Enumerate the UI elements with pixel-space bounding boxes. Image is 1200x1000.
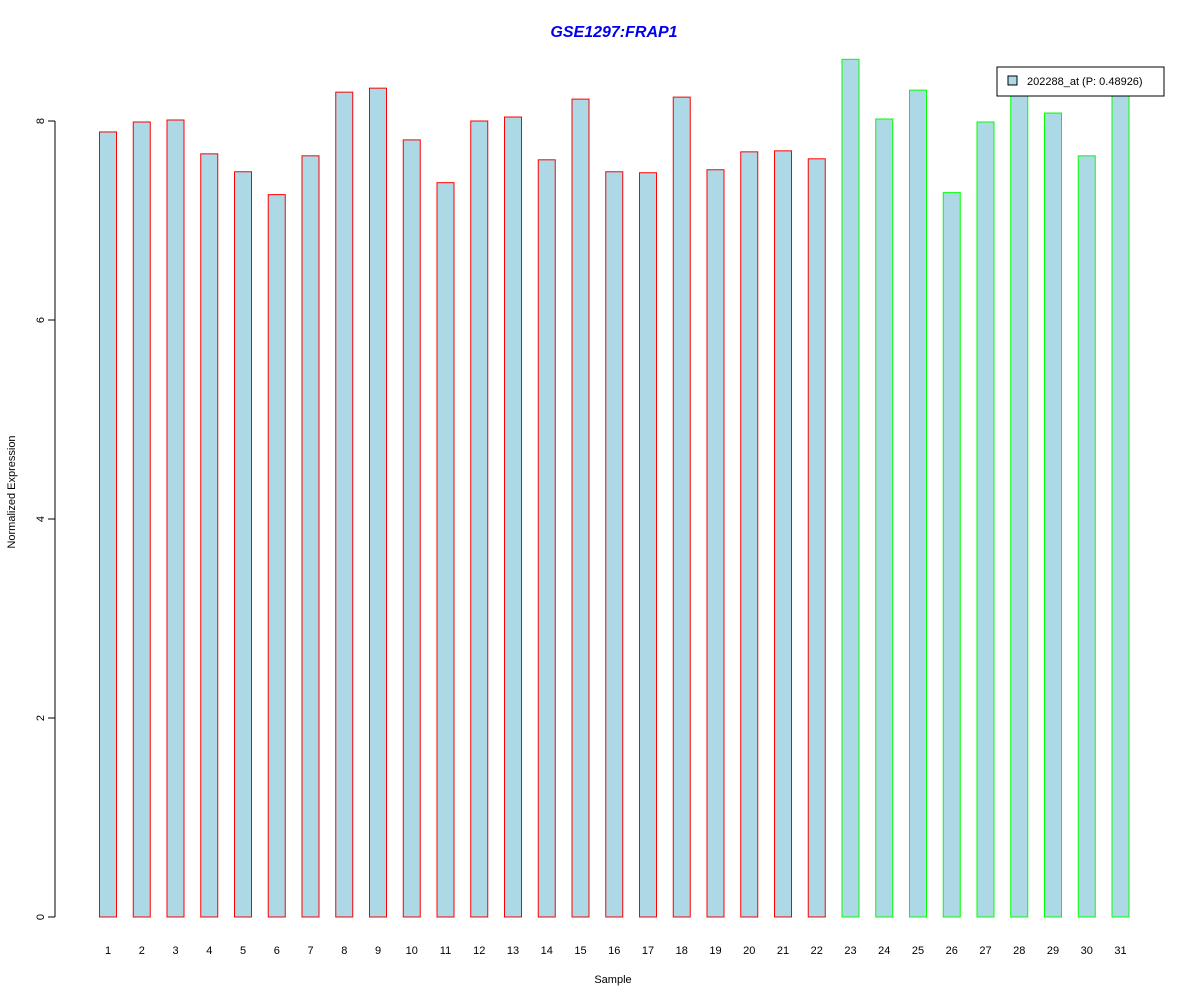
x-tick-label: 6 xyxy=(274,945,280,957)
x-tick-label: 28 xyxy=(1013,945,1025,957)
bar-sample-27 xyxy=(976,121,995,918)
bar-sample-29 xyxy=(1044,112,1062,918)
bar-sample-10 xyxy=(402,139,421,918)
bar-sample-25 xyxy=(909,89,927,918)
y-tick-label: 8 xyxy=(35,118,47,124)
x-tick-label: 8 xyxy=(341,945,347,957)
x-tick-label: 27 xyxy=(979,945,991,957)
x-tick-label: 13 xyxy=(507,945,519,957)
x-tick-label: 10 xyxy=(406,945,418,957)
bar-sample-23 xyxy=(841,58,860,918)
x-tick-label: 31 xyxy=(1114,945,1126,957)
y-tick-label: 6 xyxy=(35,317,47,323)
legend-label: 202288_at (P: 0.48926) xyxy=(1027,76,1143,88)
x-tick-label: 16 xyxy=(608,945,620,957)
x-tick-label: 18 xyxy=(676,945,688,957)
x-tick-label: 4 xyxy=(206,945,212,957)
y-tick-label: 2 xyxy=(35,715,47,721)
bar-sample-3 xyxy=(166,119,185,918)
bar-sample-19 xyxy=(706,169,725,918)
bar-sample-7 xyxy=(301,155,320,918)
bar-sample-30 xyxy=(1077,155,1096,918)
x-tick-label: 15 xyxy=(574,945,586,957)
legend: 202288_at (P: 0.48926) xyxy=(996,66,1165,97)
x-tick-label: 2 xyxy=(139,945,145,957)
bar-sample-28 xyxy=(1010,90,1029,918)
y-tick-label: 0 xyxy=(35,914,47,920)
bar-sample-26 xyxy=(942,192,961,918)
bar-sample-6 xyxy=(267,194,286,918)
x-tick-label: 14 xyxy=(541,945,553,957)
x-tick-label: 5 xyxy=(240,945,246,957)
bar-sample-13 xyxy=(504,116,522,918)
bar-sample-9 xyxy=(369,87,387,918)
x-tick-label: 12 xyxy=(473,945,485,957)
bar-sample-2 xyxy=(132,121,151,918)
bar-sample-5 xyxy=(234,171,252,918)
x-tick-label: 21 xyxy=(777,945,789,957)
x-tick-label: 25 xyxy=(912,945,924,957)
y-axis: 0 2 4 6 8 xyxy=(35,118,56,920)
x-axis-label: Sample xyxy=(594,974,631,986)
x-tick-label: 17 xyxy=(642,945,654,957)
x-tick-label: 20 xyxy=(743,945,755,957)
legend-swatch xyxy=(1007,75,1018,86)
legend-box xyxy=(996,66,1165,97)
bar-sample-12 xyxy=(470,120,489,918)
x-tick-label: 19 xyxy=(709,945,721,957)
x-tick-label: 1 xyxy=(105,945,111,957)
x-tick-labels: 1 2 3 4 5 6 7 8 9 10 11 12 13 14 15 16 17 18 19 20 21 22 23 24 2… xyxy=(105,945,1127,957)
bar-sample-1 xyxy=(99,131,117,918)
bar-sample-20 xyxy=(740,151,759,918)
chart-title: GSE1297:FRAP1 xyxy=(550,24,677,41)
bar-sample-18 xyxy=(672,96,691,918)
y-tick-label: 4 xyxy=(35,516,47,522)
bars xyxy=(99,58,1130,918)
x-tick-label: 3 xyxy=(172,945,178,957)
bar-sample-24 xyxy=(875,118,894,918)
x-tick-label: 26 xyxy=(946,945,958,957)
bar-sample-15 xyxy=(571,98,590,918)
bar-sample-16 xyxy=(605,171,624,918)
bar-sample-11 xyxy=(436,182,455,918)
bar-sample-4 xyxy=(200,153,219,918)
x-tick-label: 24 xyxy=(878,945,890,957)
x-tick-label: 11 xyxy=(440,945,451,957)
x-tick-label: 7 xyxy=(307,945,313,957)
bar-sample-17 xyxy=(639,172,657,918)
x-tick-label: 30 xyxy=(1081,945,1093,957)
bar-sample-21 xyxy=(774,150,792,918)
bar-sample-31 xyxy=(1111,88,1130,918)
x-tick-label: 29 xyxy=(1047,945,1059,957)
bar-sample-14 xyxy=(537,159,556,918)
bar-sample-8 xyxy=(335,91,354,918)
x-tick-label: 23 xyxy=(844,945,856,957)
bar-sample-22 xyxy=(807,158,826,918)
y-axis-label: Normalized Expression xyxy=(6,435,18,548)
x-tick-label: 9 xyxy=(375,945,381,957)
x-tick-label: 22 xyxy=(811,945,823,957)
